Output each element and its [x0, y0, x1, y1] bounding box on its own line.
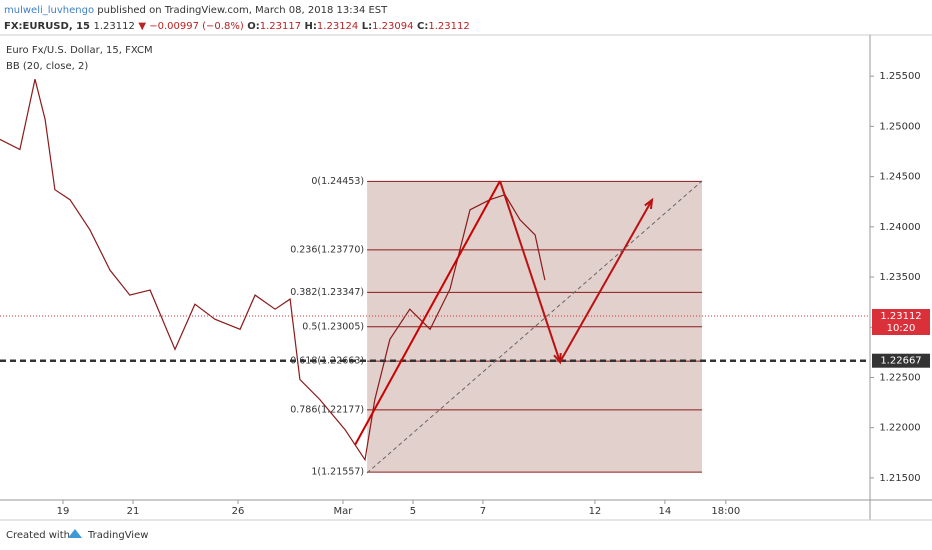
l: 1.23094 [372, 21, 413, 32]
change-value: −0.00997 (−0.8%) [149, 21, 244, 32]
quote: FX:EURUSD, 15 1.23112 ▼ −0.00997 (−0.8%)… [4, 21, 470, 32]
h-label: H: [305, 21, 317, 32]
y-tick-label: 1.23500 [879, 272, 920, 283]
fib-label: 0.382(1.23347) [290, 287, 364, 298]
last-price-label: 1.23112 [880, 311, 921, 322]
x-tick-label: 7 [480, 506, 486, 517]
x-tick-label: 12 [589, 506, 602, 517]
support-tag [872, 353, 930, 368]
c-label: C: [417, 21, 428, 32]
last-price-tag [872, 309, 930, 336]
symbol: FX:EURUSD, 15 [4, 21, 90, 32]
x-tick-label: 14 [659, 506, 672, 517]
y-tick-label: 1.24000 [879, 222, 920, 233]
h: 1.23124 [317, 21, 358, 32]
arrow-head [644, 197, 654, 210]
x-tick-label: Mar [334, 506, 354, 517]
indicator: BB (20, close, 2) [6, 61, 88, 72]
chart-title: Euro Fx/U.S. Dollar, 15, FXCM [6, 45, 153, 56]
header: mulweli_luvhengo published on TradingVie… [4, 5, 388, 16]
trend-line [354, 180, 501, 446]
c: 1.23112 [428, 21, 469, 32]
x-tick-label: 18:00 [711, 506, 740, 517]
fib-label: 1(1.21557) [311, 467, 364, 478]
x-tick-label: 5 [410, 506, 416, 517]
y-tick-label: 1.25500 [879, 71, 920, 82]
y-tick-label: 1.24500 [879, 172, 920, 183]
o-label: O: [247, 21, 260, 32]
author[interactable]: mulweli_luvhengo [4, 5, 94, 16]
x-tick-label: 21 [127, 506, 140, 517]
last-price-time: 10:20 [887, 323, 916, 334]
change: ▼ [138, 21, 149, 32]
fib-label: 0.236(1.23770) [290, 244, 364, 255]
support-label: 1.22667 [880, 356, 921, 367]
l-label: L: [362, 21, 372, 32]
y-tick-label: 1.22500 [879, 372, 920, 383]
y-tick-label: 1.21500 [879, 473, 920, 484]
arrow [499, 180, 561, 363]
logo [68, 529, 82, 538]
last: 1.23112 [94, 21, 135, 32]
fib-label: 0.618(1.22663) [290, 356, 364, 367]
arrow [559, 199, 653, 363]
footer-brand[interactable]: TradingView [87, 530, 148, 541]
x-tick-label: 19 [57, 506, 70, 517]
y-tick-label: 1.25000 [879, 121, 920, 132]
price-line [0, 79, 546, 462]
fib-label: 0.5(1.23005) [302, 321, 364, 332]
plot: 0(1.24453) 0.236(1.23770) 0.382(1.23347) 0.… [0, 71, 930, 517]
o: 1.23117 [260, 21, 301, 32]
footer-created: Created with [6, 530, 70, 541]
fib-label: 0(1.24453) [311, 176, 364, 187]
published: published on TradingView.com, March 08, … [97, 5, 388, 16]
x-tick-label: 26 [232, 506, 245, 517]
fib-label: 0.786(1.22177) [290, 404, 364, 415]
y-tick-label: 1.22000 [879, 423, 920, 434]
